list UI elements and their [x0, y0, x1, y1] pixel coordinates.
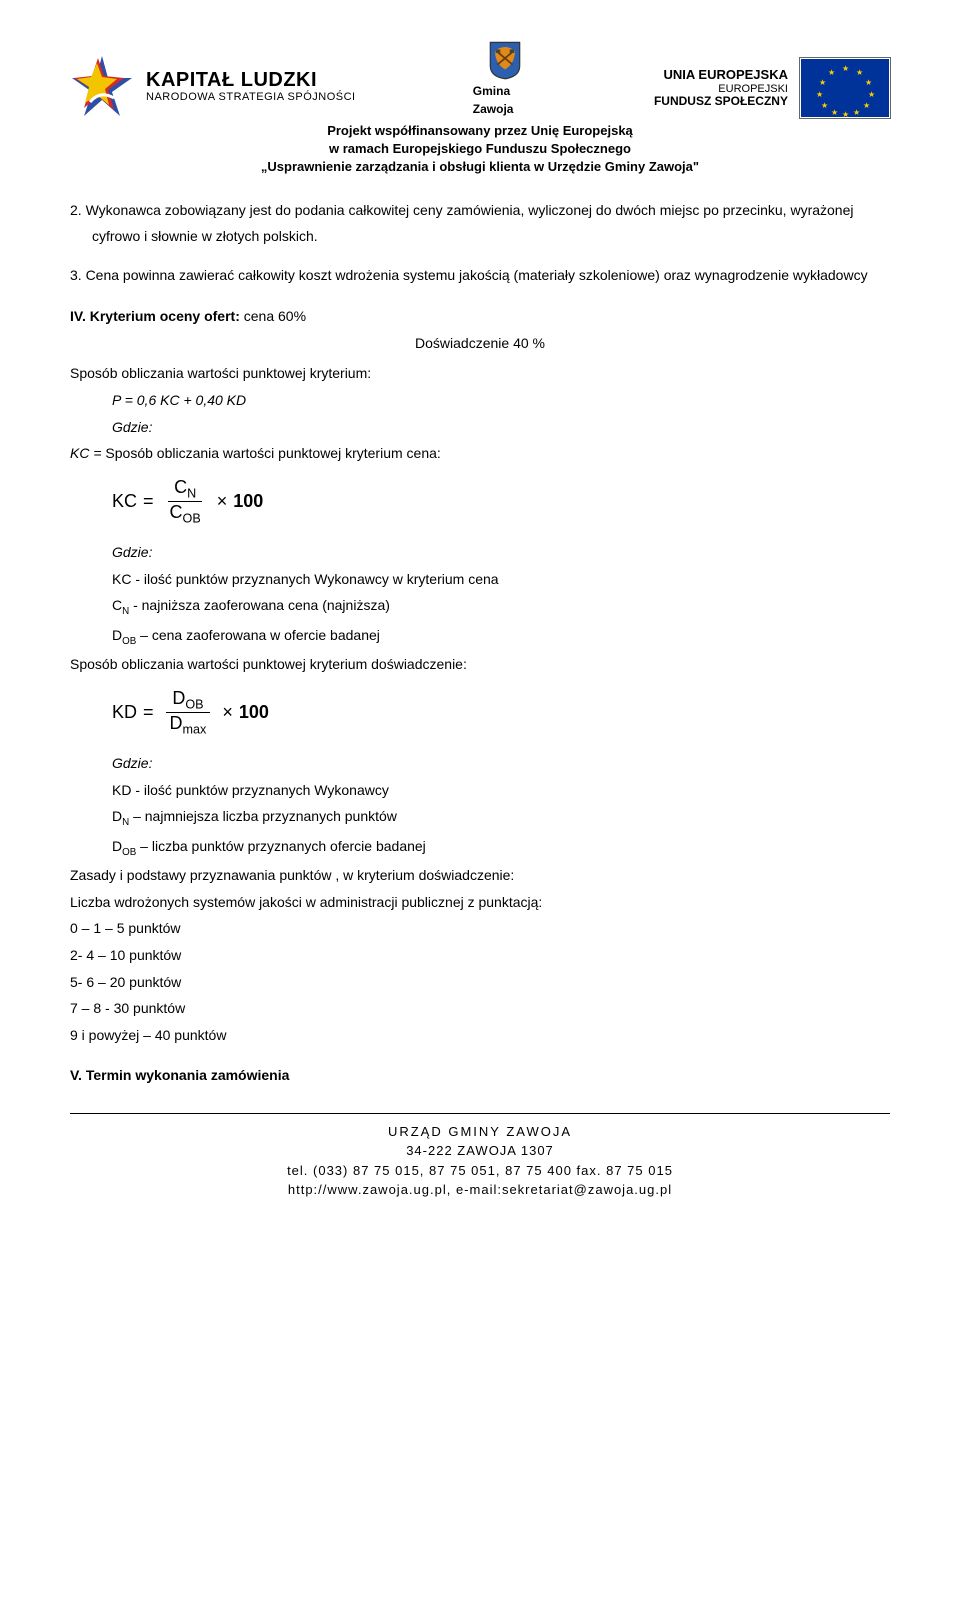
pts-3: 7 – 8 - 30 punktów — [70, 995, 890, 1022]
kc-eq: = — [143, 488, 154, 515]
kd-expl3-pre: D — [112, 838, 122, 854]
zasady-line: Zasady i podstawy przyznawania punktów ,… — [70, 862, 890, 889]
kapital-subtitle: NARODOWA STRATEGIA SPÓJNOŚCI — [146, 91, 356, 103]
eu-line3: FUNDUSZ SPOŁECZNY — [654, 95, 788, 108]
project-line1: Projekt współfinansowany przez Unię Euro… — [70, 122, 890, 140]
kc-num: C — [174, 477, 187, 497]
kapital-title: KAPITAŁ LUDZKI — [146, 69, 356, 91]
footer-line2: 34-222 ZAWOJA 1307 — [70, 1141, 890, 1161]
gmina-label: Gmina Zawoja — [473, 82, 537, 118]
item-2: 2. Wykonawca zobowiązany jest do podania… — [70, 197, 890, 250]
gmina-shield: Gmina Zawoja — [473, 40, 537, 118]
eu-logo-block: UNIA EUROPEJSKA EUROPEJSKI FUNDUSZ SPOŁE… — [654, 58, 890, 118]
kc-formula: KC = CN COB × 100 — [70, 477, 890, 527]
footer-line4: http://www.zawoja.ug.pl, e-mail:sekretar… — [70, 1180, 890, 1200]
kd-times: × — [222, 699, 233, 726]
section-v-heading: V. Termin wykonania zamówienia — [70, 1062, 890, 1089]
gdzie-3: Gdzie: — [70, 750, 890, 777]
kc-expl-1: KC - ilość punktów przyznanych Wykonawcy… — [70, 566, 890, 593]
kc-num-sub: N — [187, 486, 196, 500]
doswiadczenie-line: Doświadczenie 40 % — [70, 333, 890, 354]
shield-icon — [476, 40, 534, 80]
kd-num: D — [172, 688, 185, 708]
pts-2: 5- 6 – 20 punktów — [70, 969, 890, 996]
kc-expl3-sub: OB — [122, 636, 136, 647]
kd-den-sub: max — [183, 723, 207, 737]
kd-expl3-rest: – liczba punktów przyznanych ofercie bad… — [136, 838, 426, 854]
kc-den: C — [170, 502, 183, 522]
eu-flag-icon: ★ ★ ★ ★ ★ ★ ★ ★ ★ ★ ★ ★ — [800, 58, 890, 118]
p-formula: P = 0,6 KC + 0,40 KD — [70, 387, 890, 414]
kd-hundred: 100 — [239, 699, 269, 726]
pts-4: 9 i powyżej – 40 punktów — [70, 1022, 890, 1049]
item-3: 3. Cena powinna zawierać całkowity koszt… — [70, 262, 890, 289]
kc-hundred: 100 — [233, 488, 263, 515]
kc-def-rest: Sposób obliczania wartości punktowej kry… — [105, 445, 440, 461]
sposob-2: Sposób obliczania wartości punktowej kry… — [70, 651, 890, 678]
kd-lhs: KD — [112, 699, 137, 726]
kd-formula: KD = DOB Dmax × 100 — [70, 688, 890, 738]
kc-times: × — [217, 488, 228, 515]
kc-den-sub: OB — [183, 512, 201, 526]
project-line2: w ramach Europejskiego Funduszu Społeczn… — [70, 140, 890, 158]
gdzie-1: Gdzie: — [70, 414, 890, 441]
kapital-star-icon — [70, 54, 134, 118]
project-line3: „Usprawnienie zarządzania i obsługi klie… — [70, 158, 890, 176]
gdzie-2: Gdzie: — [70, 539, 890, 566]
kd-expl2-rest: – najmniejsza liczba przyznanych punktów — [129, 808, 397, 824]
project-info: Projekt współfinansowany przez Unię Euro… — [70, 122, 890, 177]
footer-rule — [70, 1113, 890, 1114]
eu-line1: UNIA EUROPEJSKA — [654, 68, 788, 82]
kc-expl3-rest: – cena zaoferowana w ofercie badanej — [136, 627, 380, 643]
kapital-ludzki-logo: KAPITAŁ LUDZKI NARODOWA STRATEGIA SPÓJNO… — [70, 54, 356, 118]
kc-def-lhs: KC = — [70, 445, 105, 461]
footer-line1: URZĄD GMINY ZAWOJA — [70, 1122, 890, 1142]
kd-eq: = — [143, 699, 154, 726]
sposob-1: Sposób obliczania wartości punktowej kry… — [70, 360, 890, 387]
footer: URZĄD GMINY ZAWOJA 34-222 ZAWOJA 1307 te… — [70, 1122, 890, 1200]
liczba-wdr-line: Liczba wdrożonych systemów jakości w adm… — [70, 889, 890, 916]
eu-line2: EUROPEJSKI — [654, 83, 788, 95]
footer-line3: tel. (033) 87 75 015, 87 75 051, 87 75 4… — [70, 1161, 890, 1181]
kc-expl2-pre: C — [112, 597, 122, 613]
kc-expl2-rest: - najniższa zaoferowana cena (najniższa) — [129, 597, 390, 613]
kc-lhs: KC — [112, 488, 137, 515]
kd-expl2-pre: D — [112, 808, 122, 824]
kd-num-sub: OB — [185, 697, 203, 711]
pts-1: 2- 4 – 10 punktów — [70, 942, 890, 969]
pts-0: 0 – 1 – 5 punktów — [70, 915, 890, 942]
section-iv-heading: IV. Kryterium oceny ofert: — [70, 308, 240, 324]
kd-expl-1: KD - ilość punktów przyznanych Wykonawcy — [70, 777, 890, 804]
header-logos: KAPITAŁ LUDZKI NARODOWA STRATEGIA SPÓJNO… — [70, 40, 890, 118]
kd-expl3-sub: OB — [122, 847, 136, 858]
kc-expl3-pre: D — [112, 627, 122, 643]
section-iv-cena: cena 60% — [240, 308, 306, 324]
kd-den: D — [170, 713, 183, 733]
